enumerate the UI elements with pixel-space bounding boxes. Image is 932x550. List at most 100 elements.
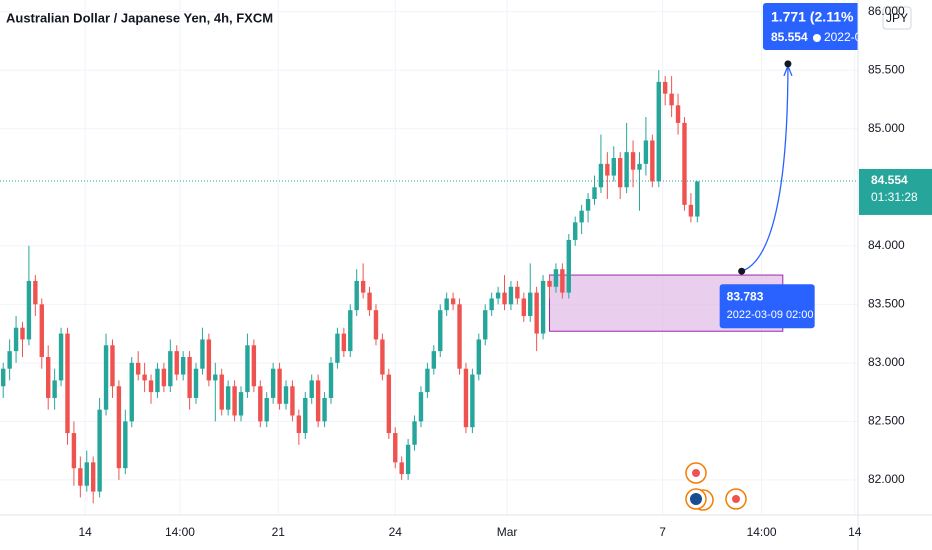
candle-body xyxy=(58,333,64,381)
candle-body xyxy=(495,292,501,299)
candle-body xyxy=(168,351,173,387)
y-tick-label: 82.000 xyxy=(868,472,905,486)
candle-body xyxy=(123,421,128,469)
candle-body xyxy=(585,198,591,211)
candle-body xyxy=(46,356,51,398)
candle-body xyxy=(508,286,514,305)
candle-body xyxy=(142,374,147,381)
candle-body xyxy=(553,269,559,287)
candle-body xyxy=(373,310,379,340)
candle-body xyxy=(39,304,44,357)
candle-body xyxy=(483,310,488,340)
candle-body xyxy=(360,280,366,293)
plot-area: 83.783 2022-03-09 02:00 1.771 (2.11% 85.554… xyxy=(0,0,858,515)
candle-body xyxy=(84,462,89,486)
candle-body xyxy=(264,397,269,422)
x-tick-label: 21 xyxy=(272,525,286,539)
candle-body xyxy=(110,345,115,387)
candle-body xyxy=(270,368,276,398)
candle-body xyxy=(470,374,475,428)
candle-body xyxy=(277,368,282,404)
y-tick-label: 82.500 xyxy=(868,414,905,428)
candle-body xyxy=(431,351,437,369)
candle-body xyxy=(71,433,77,469)
candle-body xyxy=(187,356,192,398)
candle-body xyxy=(155,368,160,393)
candle-body xyxy=(438,310,443,352)
candle-body xyxy=(502,292,507,305)
x-tick-label: 14 xyxy=(848,525,862,539)
x-tick-label: 7 xyxy=(659,525,666,539)
end-label-box xyxy=(762,3,858,50)
candle-body xyxy=(598,163,604,188)
candle-body xyxy=(148,380,154,393)
measure-end xyxy=(784,60,792,68)
candle-body xyxy=(515,286,520,299)
candle-body xyxy=(26,280,32,340)
candle-body xyxy=(579,210,584,223)
candle-body xyxy=(386,374,392,434)
candle-body xyxy=(335,333,340,363)
candle-body xyxy=(380,339,385,375)
candle-body xyxy=(412,421,417,445)
candle-body xyxy=(566,239,571,293)
candle-body xyxy=(97,409,102,492)
candle-body xyxy=(258,386,263,422)
candle-body xyxy=(457,304,462,369)
candle-body xyxy=(33,280,38,305)
event-icons[interactable] xyxy=(685,462,747,511)
candle-body xyxy=(206,339,212,381)
candle-body xyxy=(200,339,205,369)
x-tick-label: 24 xyxy=(389,525,403,539)
candle-body xyxy=(476,339,482,375)
candle-body xyxy=(611,158,616,176)
x-tick-label: 14 xyxy=(78,525,92,539)
candle-body xyxy=(695,181,700,217)
candle-body xyxy=(637,163,642,170)
last-price-label: 84.554 xyxy=(871,173,908,187)
candle-body xyxy=(592,187,597,199)
candle-body xyxy=(129,362,134,422)
candle-body xyxy=(180,356,186,375)
candle-body xyxy=(193,368,199,398)
candle-body xyxy=(251,345,257,387)
y-tick-label: 85.500 xyxy=(868,62,905,76)
candle-body xyxy=(135,362,141,375)
chart-title: Australian Dollar / Japanese Yen, 4h, FX… xyxy=(6,10,273,25)
candle-body xyxy=(573,222,578,240)
y-tick-label: 83.500 xyxy=(868,296,905,310)
candle-body xyxy=(309,380,314,398)
candle-body xyxy=(328,362,334,398)
candle-body xyxy=(13,327,19,352)
currency-button[interactable] xyxy=(882,6,912,30)
end-price-value: 85.554 xyxy=(771,30,808,44)
candle-body xyxy=(290,386,295,416)
currency-label[interactable]: JPY xyxy=(886,11,908,25)
candle-body xyxy=(489,298,494,311)
countdown: 01:31:28 xyxy=(871,190,918,204)
candle-body xyxy=(354,280,359,311)
candle-body xyxy=(213,374,218,381)
x-tick-label: 14:00 xyxy=(165,525,195,539)
start-price: 83.783 xyxy=(727,289,764,303)
x-tick-label: Mar xyxy=(497,525,518,539)
candle-body xyxy=(643,140,649,164)
candle-body xyxy=(618,158,623,188)
candle-body xyxy=(650,140,655,182)
measure-arrow xyxy=(741,63,789,272)
candle-body xyxy=(418,392,424,422)
candle-body xyxy=(219,374,224,410)
candle-body xyxy=(322,397,327,422)
y-tick-label: 84.000 xyxy=(868,238,905,252)
candle-body xyxy=(425,368,430,393)
candle-body xyxy=(341,333,347,352)
candle-body xyxy=(245,345,250,393)
candle-body xyxy=(547,280,552,287)
candle-body xyxy=(103,345,109,410)
candle-body xyxy=(688,204,694,217)
candle-body xyxy=(624,152,629,188)
candle-body xyxy=(78,468,83,486)
candle-body xyxy=(540,280,546,334)
candle-body xyxy=(405,444,411,475)
start-time: 2022-03-09 02:00 xyxy=(727,309,814,321)
